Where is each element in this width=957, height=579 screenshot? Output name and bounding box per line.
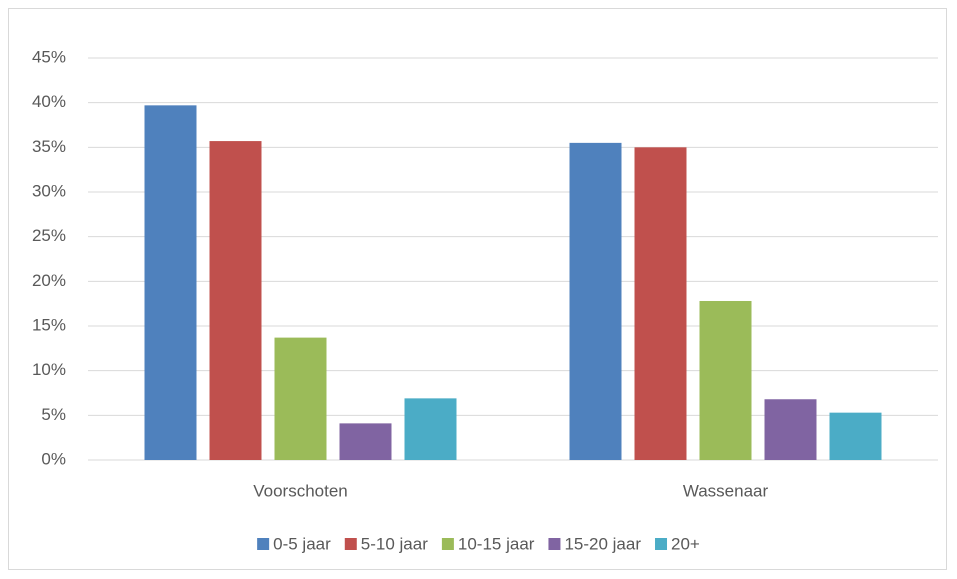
bar <box>699 300 752 460</box>
y-tick-label: 45% <box>32 47 66 66</box>
legend-swatch <box>257 538 270 550</box>
x-tick-label: Wassenaar <box>683 481 769 500</box>
y-tick-label: 20% <box>32 271 66 290</box>
y-tick-label: 15% <box>32 315 66 334</box>
bar <box>274 337 327 460</box>
x-tick-label: Voorschoten <box>253 481 348 500</box>
y-tick-label: 5% <box>41 405 66 424</box>
y-tick-label: 25% <box>32 226 66 245</box>
bar <box>404 398 457 460</box>
y-tick-label: 35% <box>32 137 66 156</box>
bar <box>209 141 262 460</box>
y-tick-label: 40% <box>32 92 66 111</box>
legend-label: 15-20 jaar <box>564 534 641 553</box>
bar <box>339 423 392 460</box>
legend-swatch <box>344 538 357 550</box>
y-tick-label: 30% <box>32 181 66 200</box>
legend-label: 20+ <box>671 534 700 553</box>
legend-label: 10-15 jaar <box>458 534 535 553</box>
y-tick-label: 10% <box>32 360 66 379</box>
legend-label: 0-5 jaar <box>273 534 331 553</box>
bar <box>569 142 622 460</box>
legend-swatch <box>655 538 668 550</box>
y-tick-label: 0% <box>41 449 66 468</box>
bar <box>144 105 197 460</box>
legend-swatch <box>548 538 561 550</box>
bar <box>764 399 817 460</box>
legend-swatch <box>441 538 454 550</box>
legend-label: 5-10 jaar <box>361 534 428 553</box>
bar <box>829 412 882 460</box>
bar <box>634 147 687 461</box>
